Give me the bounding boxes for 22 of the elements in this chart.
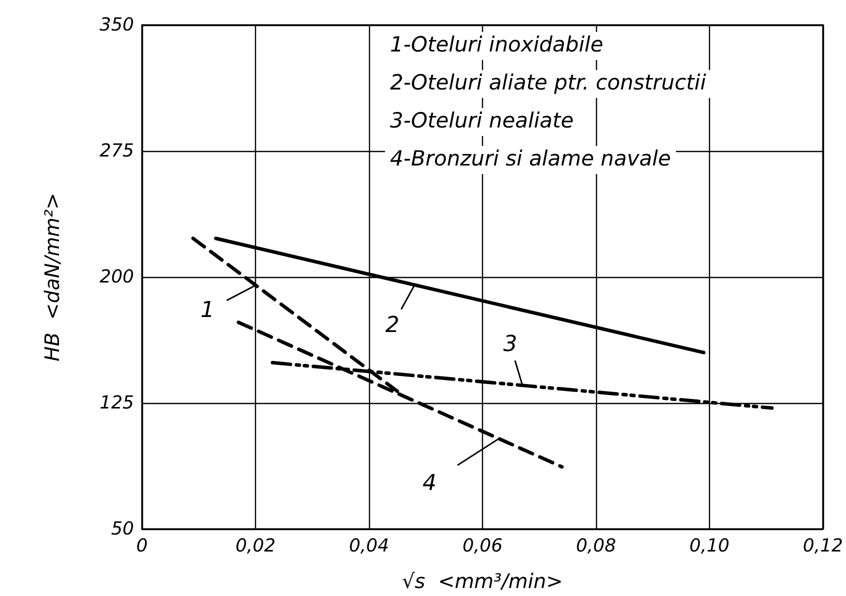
x-tick-label: 0 (136, 536, 148, 556)
annotation: 4 (422, 470, 437, 496)
annotation: 1-Oteluri inoxidabile (390, 32, 604, 56)
y-tick-label: 350 (100, 14, 134, 36)
y-tick-label: 200 (100, 266, 134, 288)
x-tick-label: 0,02 (235, 536, 276, 556)
annotation: 4-Bronzuri si alame navale (390, 146, 671, 170)
x-tick-label: 0,06 (462, 536, 503, 556)
annotation: 1 (200, 298, 214, 323)
annotation: 3-Oteluri nealiate (390, 108, 574, 132)
y-axis-title: HB <daN/mm²> (40, 192, 64, 362)
y-tick-label: 125 (100, 392, 134, 414)
x-tick-label: 0,04 (348, 536, 390, 556)
y-tick-label: 275 (100, 140, 134, 162)
annotation: 2-Oteluri aliate ptr. constructii (390, 70, 706, 94)
y-tick-label: 50 (111, 518, 134, 540)
x-tick-label: 0,12 (802, 536, 843, 556)
x-tick-label: 0,08 (576, 536, 616, 556)
annotation: 3 (503, 332, 518, 358)
x-axis-title: √s <mm³/min> (402, 569, 563, 593)
x-tick-label: 0,10 (689, 536, 730, 556)
annotation: 2 (385, 312, 400, 338)
